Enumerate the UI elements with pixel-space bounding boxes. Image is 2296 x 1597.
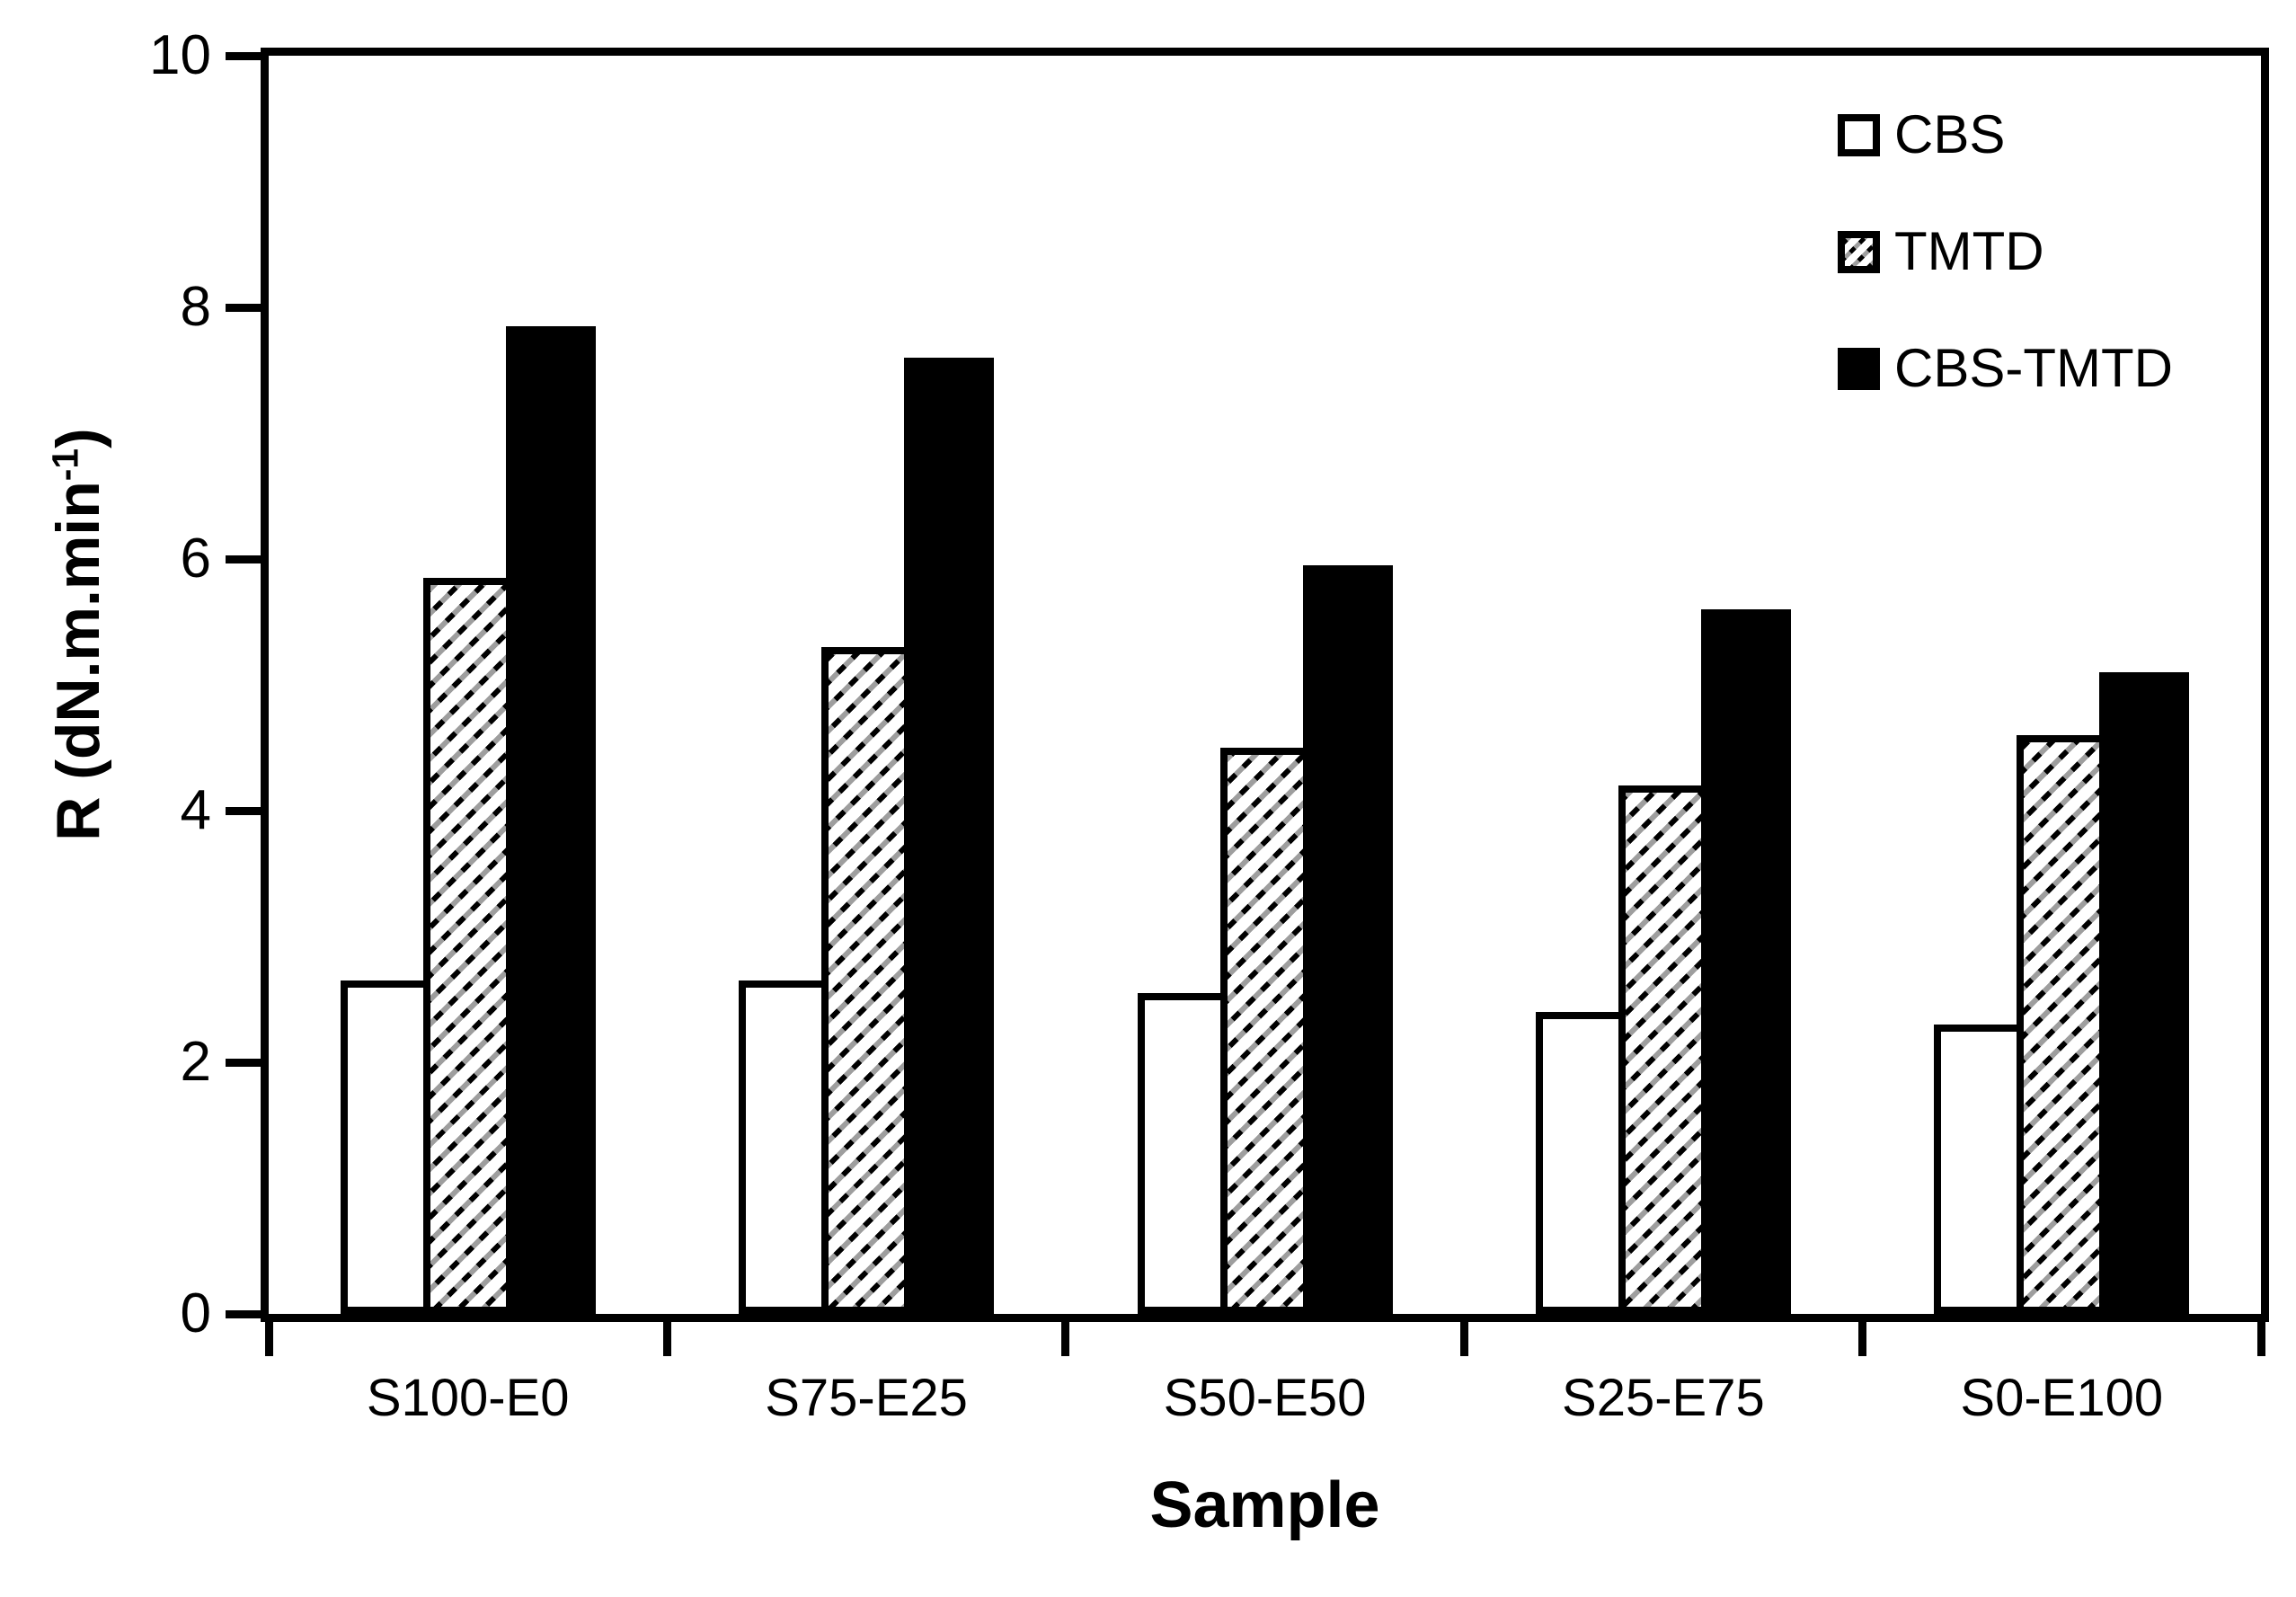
- x-category-label-S75-E25: S75-E25: [765, 1369, 968, 1427]
- legend: CBS TMTD CBS-TMTD: [1838, 106, 2173, 397]
- x-tick-4: [1858, 1322, 1867, 1356]
- bar-CBS-TMTD-S75-E25: [904, 358, 995, 1314]
- legend-label-TMTD: TMTD: [1894, 221, 2044, 281]
- bar-CBS-TMTD-S50-E50: [1302, 565, 1393, 1314]
- x-tick-0: [264, 1322, 273, 1356]
- y-tick-label-4: 4: [180, 779, 211, 841]
- bar-CBS-S75-E25: [739, 980, 829, 1314]
- y-tick-10: [226, 51, 261, 60]
- x-axis-title: Sample: [1149, 1469, 1380, 1541]
- legend-swatch-CBS-TMTD: [1838, 347, 1880, 390]
- legend-swatch-TMTD: [1838, 230, 1880, 273]
- bar-TMTD-S75-E25: [821, 647, 912, 1314]
- x-category-label-S100-E0: S100-E0: [366, 1369, 570, 1427]
- x-tick-3: [1459, 1322, 1468, 1356]
- y-tick-label-8: 8: [180, 276, 211, 338]
- bar-TMTD-S50-E50: [1219, 748, 1310, 1314]
- bar-CBS-S100-E0: [340, 980, 430, 1314]
- bar-TMTD-S0-E100: [2017, 735, 2107, 1314]
- x-tick-2: [1061, 1322, 1070, 1356]
- bar-CBS-S0-E100: [1934, 1025, 2025, 1314]
- bar-group-S100-E0: [269, 56, 667, 1314]
- x-tick-1: [662, 1322, 671, 1356]
- y-axis-title-suffix: ): [44, 428, 112, 448]
- y-tick-label-2: 2: [180, 1031, 211, 1093]
- y-tick-2: [226, 1058, 261, 1067]
- legend-swatch-CBS: [1838, 113, 1880, 156]
- bar-group-S0-E100: [1863, 56, 2261, 1314]
- bar-TMTD-S100-E0: [422, 578, 513, 1314]
- legend-label-CBS: CBS: [1894, 104, 2006, 164]
- bar-CBS-TMTD-S0-E100: [2099, 672, 2190, 1314]
- y-axis-title: R (dN.m.min-1): [43, 428, 113, 840]
- bar-CBS-S25-E75: [1535, 1012, 1626, 1314]
- x-category-label-S50-E50: S50-E50: [1163, 1369, 1367, 1427]
- bar-CBS-TMTD-S25-E75: [1700, 609, 1791, 1314]
- legend-label-CBS-TMTD: CBS-TMTD: [1894, 338, 2173, 398]
- bar-groups: [269, 56, 2261, 1314]
- legend-row-TMTD: TMTD: [1838, 223, 2173, 280]
- y-axis-title-superscript: -1: [44, 448, 86, 482]
- plot-area: 0 2 4 6 8 10 S100-E0 S75-E25 S50-E50 S25-E75 S0-E…: [44, 24, 2269, 1541]
- y-tick-label-10: 10: [149, 24, 211, 86]
- bar-group-S75-E25: [667, 56, 1065, 1314]
- y-tick-label-0: 0: [180, 1282, 211, 1344]
- y-axis-title-text: R (dN.m.min: [44, 481, 112, 841]
- y-tick-0: [226, 1309, 261, 1318]
- legend-row-CBS-TMTD: CBS-TMTD: [1838, 340, 2173, 397]
- y-tick-8: [226, 303, 261, 312]
- y-tick-4: [226, 806, 261, 815]
- bar-CBS-S50-E50: [1137, 993, 1228, 1314]
- legend-row-CBS: CBS: [1838, 106, 2173, 164]
- bar-TMTD-S25-E75: [1618, 785, 1708, 1314]
- bar-group-S25-E75: [1464, 56, 1862, 1314]
- x-category-label-S25-E75: S25-E75: [1562, 1369, 1765, 1427]
- y-tick-label-6: 6: [180, 528, 211, 590]
- bar-group-S50-E50: [1066, 56, 1464, 1314]
- y-tick-6: [226, 555, 261, 563]
- x-tick-5: [2256, 1322, 2265, 1356]
- x-category-label-S0-E100: S0-E100: [1960, 1369, 2164, 1427]
- bar-CBS-TMTD-S100-E0: [505, 326, 596, 1314]
